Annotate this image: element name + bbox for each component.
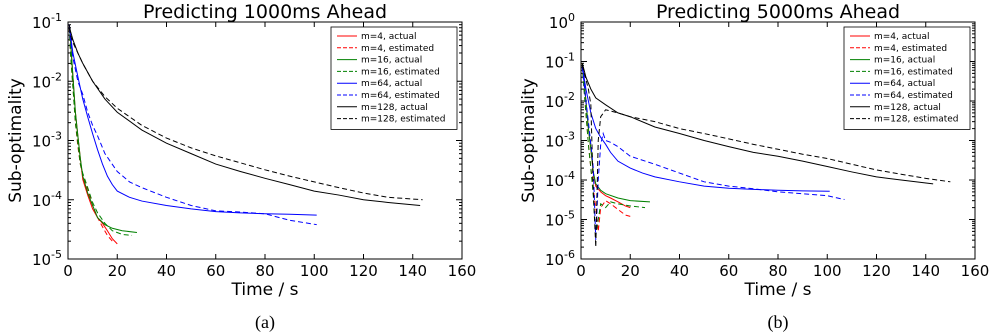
legend-label: m=64, estimated <box>361 91 440 101</box>
x-tick-label: 140 <box>911 262 940 280</box>
x-tick-label: 120 <box>862 262 891 280</box>
legend-label: m=64, estimated <box>874 91 953 101</box>
legend-label: m=64, actual <box>874 79 935 89</box>
y-axis-label: Sub-optimality <box>6 78 26 203</box>
series-group <box>68 24 423 245</box>
legend-label: m=16, actual <box>874 56 935 66</box>
series-line <box>68 27 423 201</box>
x-tick-label: 20 <box>108 262 127 280</box>
chart-2: 0 20 40 60 80 100 120 140 160 10-6 10-5 10-4 10-3 10-… <box>519 1 989 333</box>
x-tick-label: 80 <box>255 262 274 280</box>
y-tick-label: 10-1 <box>32 11 62 32</box>
x-tick-label: 0 <box>63 262 73 280</box>
y-tick-label: 10-4 <box>32 189 62 210</box>
y-tick-label: 10-6 <box>545 248 575 269</box>
x-tick-label: 100 <box>300 262 329 280</box>
series-line <box>68 24 138 234</box>
series-line <box>68 24 317 216</box>
series-line <box>581 65 951 248</box>
x-tick-label: 100 <box>813 262 842 280</box>
x-tick-label: 140 <box>398 262 427 280</box>
x-axis-label: Time / s <box>744 280 812 300</box>
chart-title: Predicting 1000ms Ahead <box>143 1 387 23</box>
legend-label: m=4, actual <box>874 32 929 42</box>
y-tick-label: 10-3 <box>32 130 62 151</box>
series-line <box>68 27 133 236</box>
legend-label: m=4, estimated <box>874 44 947 54</box>
legend-label: m=128, actual <box>361 103 428 113</box>
series-line <box>581 65 646 236</box>
y-tick-label: 10-5 <box>545 209 575 230</box>
chart-1: 0 20 40 60 80 100 120 140 160 10-5 10-4 10-3 10-2 10-… <box>6 1 476 333</box>
legend-label: m=64, actual <box>361 79 422 89</box>
x-tick-label: 160 <box>961 262 990 280</box>
y-tick-label: 10-1 <box>545 51 575 72</box>
legend-label: m=4, actual <box>361 32 416 42</box>
legend-label: m=16, actual <box>361 56 422 66</box>
y-tick-label: 10-2 <box>32 70 62 91</box>
series-line <box>581 67 845 241</box>
y-tick-label: 10-5 <box>32 248 62 269</box>
series-line <box>581 63 934 185</box>
x-tick-label: 20 <box>621 262 640 280</box>
x-tick-label: 40 <box>157 262 176 280</box>
figure-caption: (a) <box>255 312 275 333</box>
legend-box <box>330 26 458 130</box>
legend-label: m=4, estimated <box>361 44 434 54</box>
x-tick-label: 60 <box>719 262 738 280</box>
x-tick-label: 160 <box>448 262 477 280</box>
legend-label: m=16, estimated <box>874 67 953 77</box>
legend-box <box>843 26 971 130</box>
x-tick-label: 40 <box>670 262 689 280</box>
legend-label: m=128, actual <box>874 103 941 113</box>
y-tick-label: 10-2 <box>545 90 575 111</box>
legend-label: m=128, estimated <box>874 115 959 125</box>
legend-label: m=128, estimated <box>361 115 446 125</box>
x-tick-label: 60 <box>206 262 225 280</box>
chart-title: Predicting 5000ms Ahead <box>656 1 900 23</box>
series-group <box>581 63 951 248</box>
y-axis-label: Sub-optimality <box>519 78 539 203</box>
y-tick-label: 100 <box>549 11 575 32</box>
x-tick-label: 120 <box>349 262 378 280</box>
legend-label: m=16, estimated <box>361 67 440 77</box>
x-tick-label: 80 <box>768 262 787 280</box>
x-tick-label: 0 <box>576 262 586 280</box>
y-tick-label: 10-4 <box>545 169 575 190</box>
x-axis-label: Time / s <box>231 280 299 300</box>
y-tick-label: 10-3 <box>545 130 575 151</box>
series-line <box>68 27 317 226</box>
figure-caption: (b) <box>768 312 789 333</box>
